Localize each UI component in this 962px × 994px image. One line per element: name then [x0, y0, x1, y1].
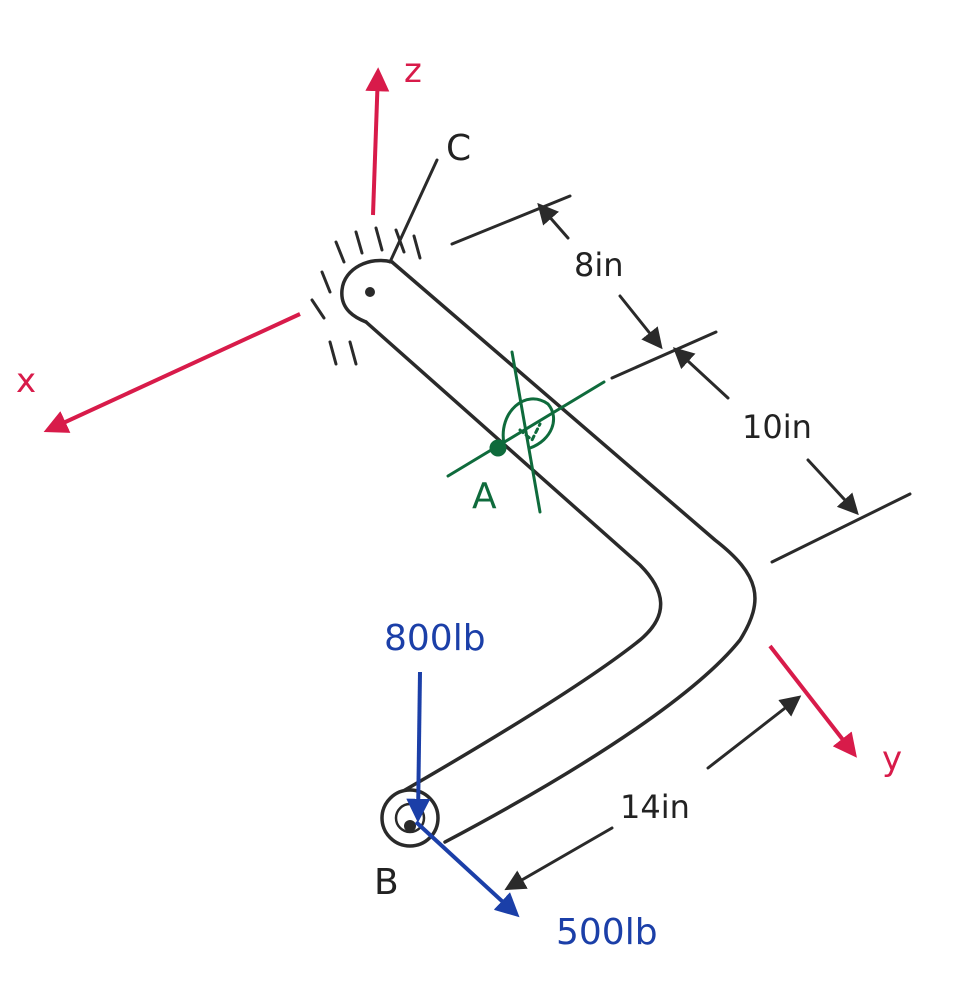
load-800lb-arrow	[406, 671, 431, 823]
pipe-end-b	[380, 788, 440, 848]
dim-8in-arrow-b	[618, 294, 663, 350]
y-axis-arrow	[768, 644, 857, 758]
point-c-dot	[365, 287, 375, 297]
point-a-marker	[446, 350, 606, 514]
point-b-dot	[404, 820, 416, 832]
point-a-dot	[489, 439, 507, 457]
pipe-outer-edge	[390, 260, 757, 844]
dim-8in-arrow-a	[537, 202, 570, 240]
point-b-label: B	[374, 862, 399, 903]
z-axis-label: z	[404, 51, 422, 91]
y-axis-label: y	[882, 739, 902, 779]
point-a-label: A	[472, 476, 497, 517]
pipe	[340, 258, 757, 848]
dim-8in-label: 8in	[574, 246, 624, 284]
pipe-inner-edge	[364, 320, 663, 792]
point-c-label: C	[446, 128, 471, 169]
dim-10in-arrow-b	[806, 458, 859, 516]
dim-10in-arrow-a	[672, 347, 730, 400]
support-hatching	[310, 226, 422, 366]
load-800lb-label: 800lb	[384, 618, 486, 659]
dim-14in-arrow-a	[706, 695, 802, 770]
dim-14in-arrow-b	[504, 826, 614, 891]
dimensions	[450, 194, 912, 891]
x-axis-label: x	[16, 361, 36, 401]
x-axis-arrow	[43, 312, 301, 433]
load-500lb-arrow	[414, 820, 520, 918]
pipe-end-c	[340, 258, 394, 324]
c-leader-line	[388, 158, 439, 264]
dim-14in-label: 14in	[620, 788, 690, 826]
dim-10in-label: 10in	[742, 408, 812, 446]
ext-line-8-10	[610, 330, 718, 380]
ext-line-10-bottom	[770, 492, 912, 564]
axes: z x y	[16, 51, 902, 779]
load-500lb-label: 500lb	[556, 912, 658, 953]
z-axis-arrow	[365, 67, 390, 216]
